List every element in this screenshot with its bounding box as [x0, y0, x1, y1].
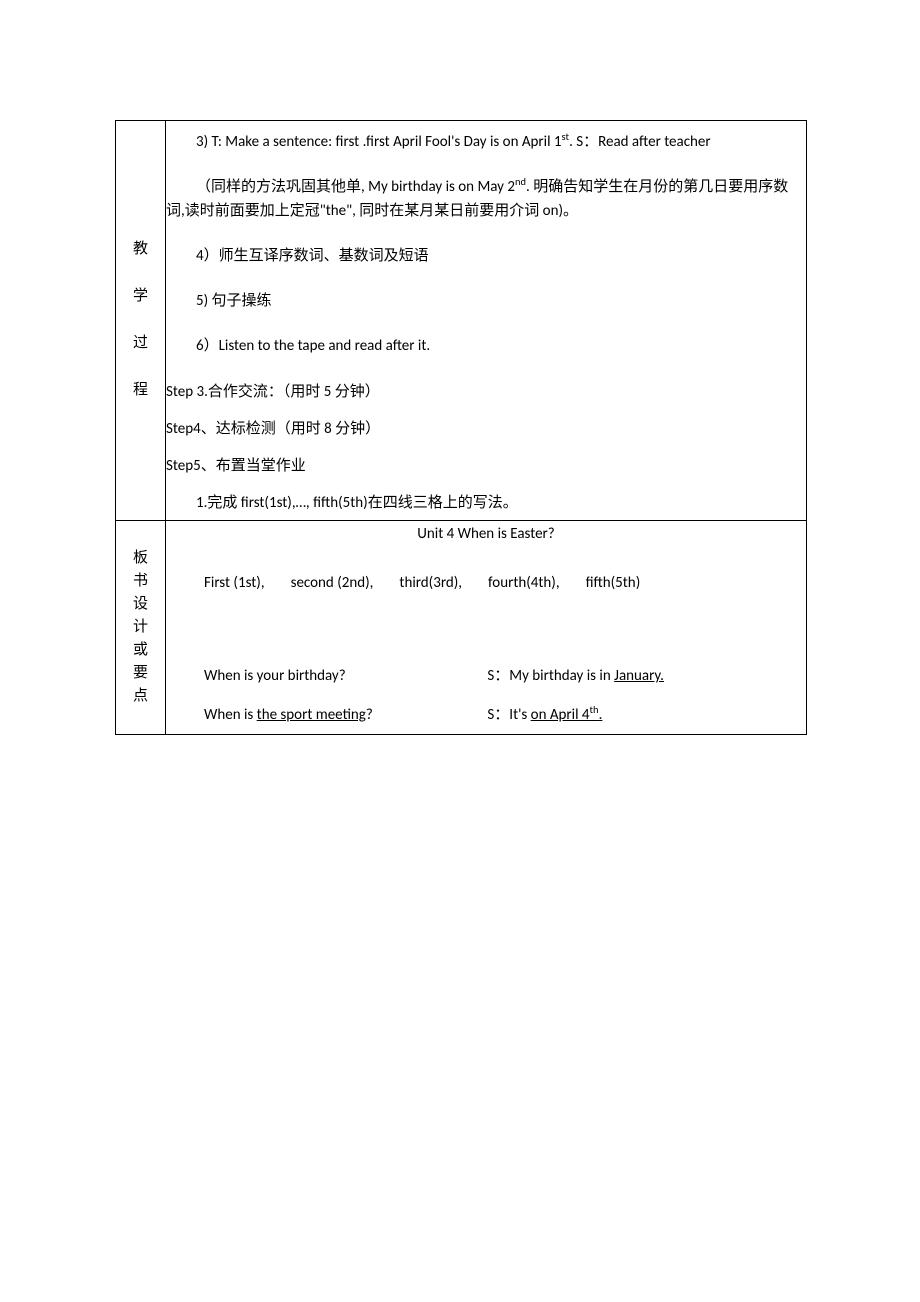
side-char: 设: [133, 597, 148, 612]
side-label-teaching-process: 教 学 过 程: [116, 121, 166, 521]
text: on April 4: [531, 706, 590, 724]
text: S：It's: [487, 706, 530, 724]
para-5: 5) 句子操练: [166, 290, 806, 313]
underline-text: the sport meeting: [257, 706, 366, 724]
step-5: Step5、布置当堂作业: [166, 455, 806, 478]
step-4: Step4、达标检测（用时 8 分钟）: [166, 418, 806, 441]
para-6: 6）Listen to the tape and read after it.: [166, 335, 806, 358]
underline-text: January.: [614, 667, 664, 685]
lesson-table: 教 学 过 程 3) T: Make a sentence: first .fi…: [115, 120, 807, 735]
row-board-design: 板 书 设 计 或 要 点 Unit 4 When is Easter? Fir…: [116, 520, 807, 734]
side-char: 板: [133, 551, 148, 566]
side-char: 书: [133, 574, 148, 589]
qa-2: When is the sport meeting? S：It's on Apr…: [204, 704, 806, 727]
ordinal-2: second (2nd),: [291, 572, 374, 595]
spacer: [166, 621, 806, 649]
question-1: When is your birthday?: [204, 665, 484, 688]
side-char: 程: [133, 383, 148, 398]
para-note: （同样的方法巩固其他单, My birthday is on May 2nd. …: [166, 176, 806, 223]
content-teaching-process: 3) T: Make a sentence: first .first Apri…: [166, 121, 807, 521]
superscript: nd: [515, 175, 526, 188]
ordinal-5: fifth(5th): [586, 572, 641, 595]
para-4: 4）师生互译序数词、基数词及短语: [166, 245, 806, 268]
page-container: 教 学 过 程 3) T: Make a sentence: first .fi…: [115, 120, 807, 735]
text: S：My birthday is in: [487, 667, 614, 685]
underline-text: on April 4th.: [531, 706, 603, 724]
text: ?: [366, 706, 373, 724]
ordinal-1: First (1st),: [204, 572, 265, 595]
text: .: [599, 706, 603, 724]
side-label-board-design: 板 书 设 计 或 要 点: [116, 520, 166, 734]
side-char: 计: [133, 620, 148, 635]
side-char: 教: [133, 242, 148, 257]
content-board-design: Unit 4 When is Easter? First (1st), seco…: [166, 520, 807, 734]
answer-1: S：My birthday is in January.: [487, 667, 664, 685]
ordinals-row: First (1st), second (2nd), third(3rd), f…: [204, 572, 806, 595]
text: When is: [204, 706, 257, 724]
answer-2: S：It's on April 4th.: [487, 706, 602, 724]
ordinal-4: fourth(4th),: [488, 572, 560, 595]
side-char: 或: [133, 643, 148, 658]
text: . S：Read after teacher: [569, 133, 711, 151]
superscript: th: [590, 703, 599, 716]
qa-1: When is your birthday? S：My birthday is …: [204, 665, 806, 688]
side-char: 过: [133, 336, 148, 351]
row-teaching-process: 教 学 过 程 3) T: Make a sentence: first .fi…: [116, 121, 807, 521]
ordinal-3: third(3rd),: [399, 572, 462, 595]
side-char: 要: [133, 666, 148, 681]
side-char: 学: [133, 289, 148, 304]
para-3: 3) T: Make a sentence: first .first Apri…: [166, 131, 806, 154]
text: 3) T: Make a sentence: first .first Apri…: [196, 133, 562, 151]
step-3: Step 3.合作交流：（用时 5 分钟）: [166, 381, 806, 404]
superscript: st: [562, 130, 570, 143]
side-char: 点: [133, 689, 148, 704]
unit-title: Unit 4 When is Easter?: [166, 523, 806, 546]
question-2: When is the sport meeting?: [204, 704, 484, 727]
side-label-inner: 板 书 设 计 或 要 点: [116, 537, 165, 718]
side-label-inner: 教 学 过 程: [116, 216, 165, 424]
para-homework: 1.完成 first(1st),…, fifth(5th)在四线三格上的写法。: [166, 492, 806, 515]
text: （同样的方法巩固其他单, My birthday is on May 2: [196, 178, 515, 196]
